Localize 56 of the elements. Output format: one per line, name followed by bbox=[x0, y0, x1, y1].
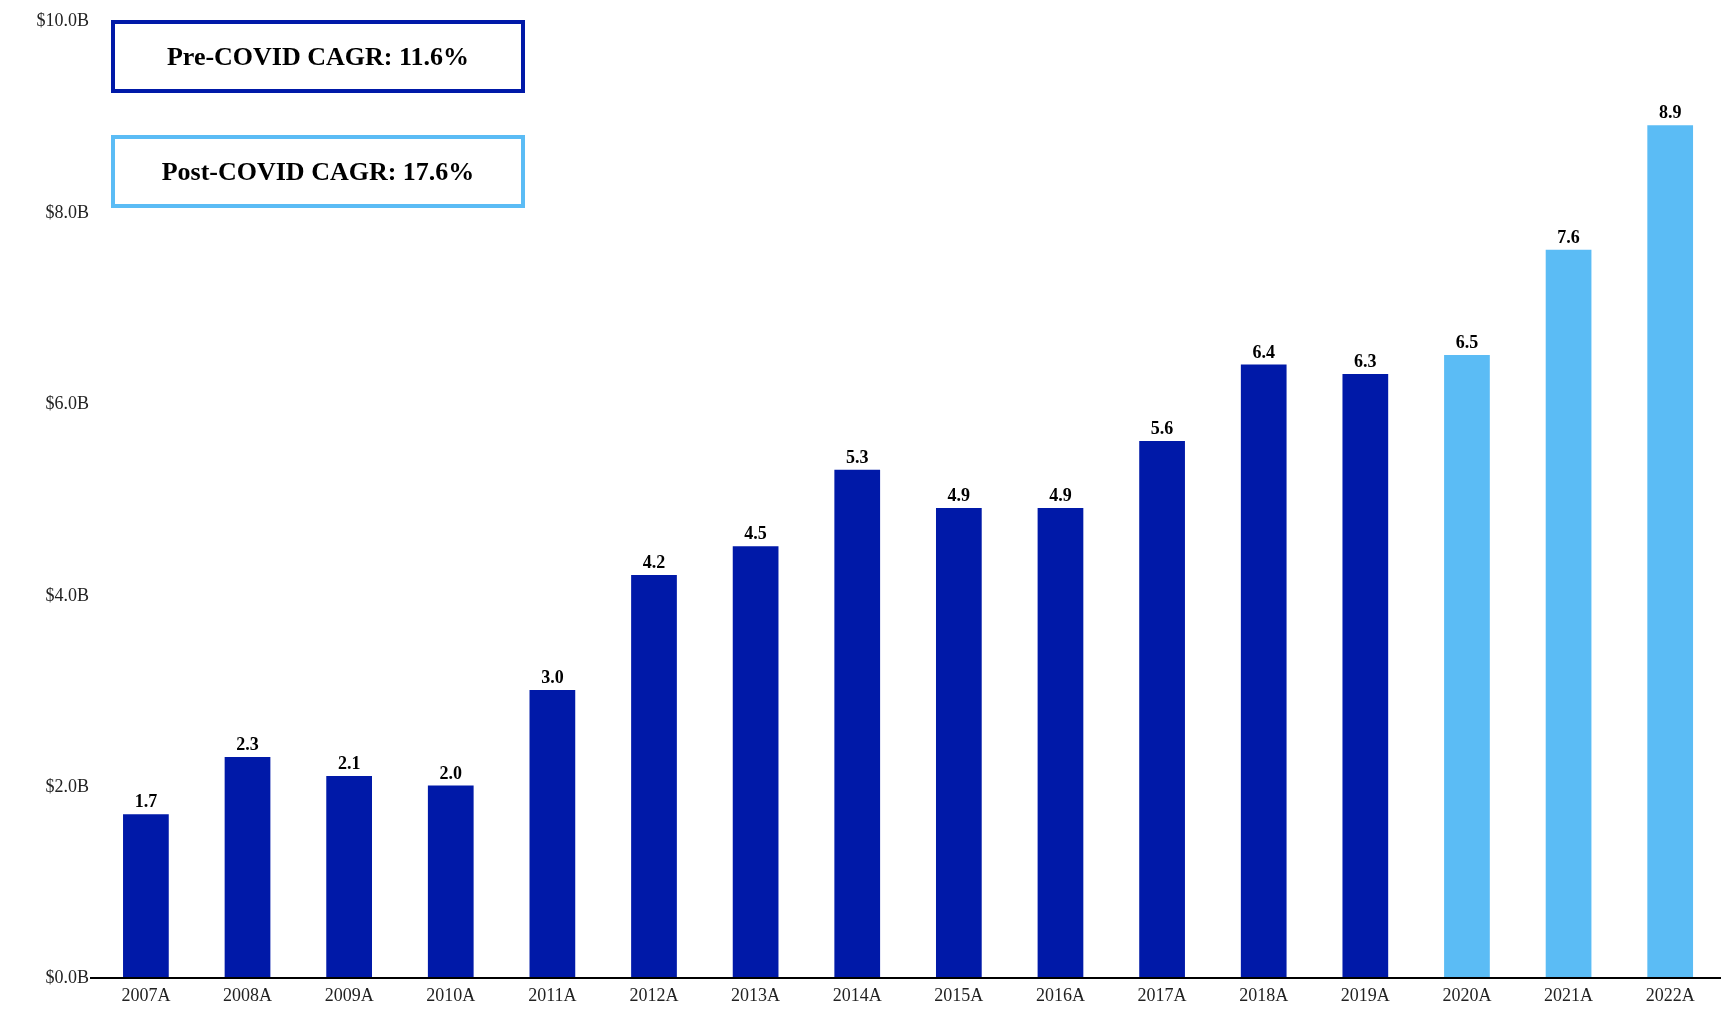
x-tick-label: 2014A bbox=[832, 984, 882, 1005]
data-label: 2.0 bbox=[439, 762, 463, 783]
bar bbox=[1037, 508, 1084, 977]
bar bbox=[123, 814, 169, 977]
bar bbox=[1545, 249, 1592, 977]
data-label: 1.7 bbox=[134, 791, 158, 812]
x-tick-label: 2015A bbox=[934, 984, 984, 1005]
data-label: 5.3 bbox=[845, 446, 869, 467]
x-tick-label: 2012A bbox=[629, 984, 679, 1005]
x-tick-label: 2021A bbox=[1544, 984, 1594, 1005]
x-tick-label: 2011A bbox=[528, 984, 577, 1005]
data-label: 6.3 bbox=[1354, 351, 1377, 372]
x-tick-label: 2007A bbox=[121, 984, 171, 1005]
bar bbox=[1240, 364, 1287, 977]
data-label: 3.0 bbox=[541, 666, 564, 687]
data-label: 7.6 bbox=[1557, 226, 1580, 247]
data-label: 6.5 bbox=[1455, 331, 1479, 352]
data-label: 4.9 bbox=[947, 485, 971, 506]
bar bbox=[935, 508, 982, 977]
x-tick-label: 2008A bbox=[223, 984, 273, 1005]
annotation: Post-COVID CAGR: 17.6% bbox=[161, 157, 475, 186]
data-label: 5.6 bbox=[1150, 418, 1174, 439]
data-label: 2.1 bbox=[337, 753, 361, 774]
y-tick-label: $8.0B bbox=[45, 201, 89, 222]
y-tick-label: $10.0B bbox=[36, 10, 89, 31]
data-label: 4.9 bbox=[1049, 485, 1072, 506]
y-tick-label: $6.0B bbox=[45, 393, 89, 414]
x-tick-label: 2018A bbox=[1239, 984, 1289, 1005]
bar bbox=[1342, 374, 1389, 977]
bar bbox=[326, 776, 372, 977]
bar bbox=[1647, 125, 1694, 977]
x-tick-label: 2013A bbox=[731, 984, 781, 1005]
x-tick-label: 2022A bbox=[1645, 984, 1695, 1005]
data-label: 6.4 bbox=[1252, 341, 1275, 362]
x-tick-label: 2010A bbox=[426, 984, 476, 1005]
data-label: 4.2 bbox=[642, 552, 666, 573]
data-label: 2.3 bbox=[236, 733, 259, 754]
bar bbox=[529, 689, 576, 977]
x-tick-label: 2017A bbox=[1137, 984, 1187, 1005]
bar bbox=[631, 575, 677, 977]
x-tick-label: 2020A bbox=[1442, 984, 1492, 1005]
x-tick-label: 2009A bbox=[324, 984, 374, 1005]
y-tick-label: $0.0B bbox=[45, 967, 89, 988]
data-label: 8.9 bbox=[1658, 102, 1682, 123]
bar bbox=[1444, 354, 1490, 977]
x-tick-label: 2019A bbox=[1340, 984, 1390, 1005]
bar bbox=[427, 785, 474, 977]
y-tick-label: $4.0B bbox=[45, 584, 89, 605]
x-tick-label: 2016A bbox=[1035, 984, 1085, 1005]
bar bbox=[1139, 441, 1185, 977]
y-tick-label: $2.0B bbox=[45, 775, 89, 796]
annotation: Pre-COVID CAGR: 11.6% bbox=[166, 42, 470, 71]
bar bbox=[732, 546, 779, 977]
bar bbox=[224, 756, 271, 977]
bar bbox=[834, 469, 881, 977]
data-label: 4.5 bbox=[744, 523, 767, 544]
